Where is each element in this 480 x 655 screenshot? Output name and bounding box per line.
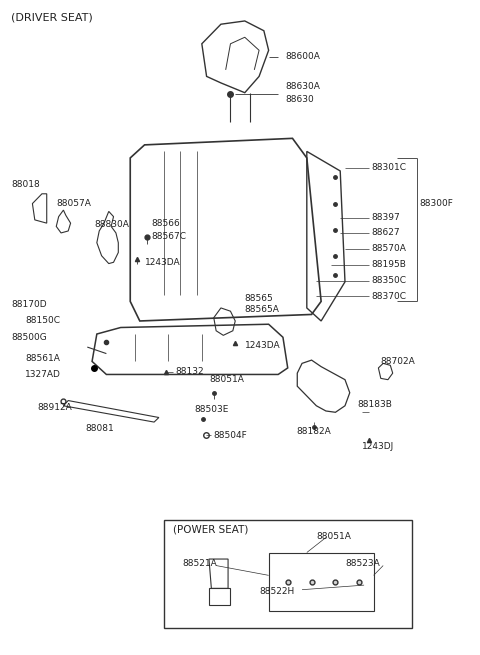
Text: (POWER SEAT): (POWER SEAT) (173, 525, 249, 534)
Text: 88630A: 88630A (285, 82, 320, 90)
Text: 88350C: 88350C (371, 276, 406, 285)
Text: 88018: 88018 (11, 179, 40, 189)
Text: 88051A: 88051A (316, 532, 351, 541)
Text: 88627: 88627 (371, 229, 400, 237)
Text: 88566: 88566 (152, 219, 180, 228)
Text: 88523A: 88523A (345, 559, 380, 568)
Text: 88150C: 88150C (25, 316, 60, 325)
Text: 88565A: 88565A (245, 305, 280, 314)
Text: 88600A: 88600A (285, 52, 320, 62)
Bar (269, 553, 373, 611)
Text: 88565: 88565 (245, 293, 274, 303)
Text: 88397: 88397 (371, 214, 400, 223)
Text: 88051A: 88051A (209, 375, 244, 384)
Text: 88182A: 88182A (296, 427, 331, 436)
Text: 88300F: 88300F (419, 199, 453, 208)
Text: 1243DA: 1243DA (245, 341, 280, 350)
Text: 88522H: 88522H (259, 587, 294, 596)
Text: 1327AD: 1327AD (25, 370, 61, 379)
Text: 88370C: 88370C (371, 291, 406, 301)
Text: 88081: 88081 (85, 424, 114, 433)
Text: 88170D: 88170D (11, 299, 47, 309)
Text: 88132: 88132 (176, 367, 204, 377)
Text: 88521A: 88521A (183, 559, 217, 568)
Text: 88503E: 88503E (195, 405, 229, 413)
Text: 88057A: 88057A (56, 199, 91, 208)
Text: 88567C: 88567C (152, 232, 187, 240)
Text: 88912A: 88912A (37, 403, 72, 411)
Text: 88195B: 88195B (371, 261, 406, 269)
Text: 88570A: 88570A (371, 244, 406, 253)
Text: 88500G: 88500G (11, 333, 47, 342)
Text: 1243DA: 1243DA (144, 258, 180, 267)
Text: 88702A: 88702A (381, 357, 416, 366)
FancyBboxPatch shape (164, 520, 412, 627)
Text: (DRIVER SEAT): (DRIVER SEAT) (11, 12, 93, 23)
Text: 88830A: 88830A (95, 220, 129, 229)
Text: 88630: 88630 (285, 95, 314, 103)
Text: 88561A: 88561A (25, 354, 60, 364)
Text: 88183B: 88183B (357, 400, 392, 409)
Text: 88301C: 88301C (371, 163, 406, 172)
Text: 88504F: 88504F (214, 430, 248, 440)
Text: 1243DJ: 1243DJ (362, 441, 394, 451)
